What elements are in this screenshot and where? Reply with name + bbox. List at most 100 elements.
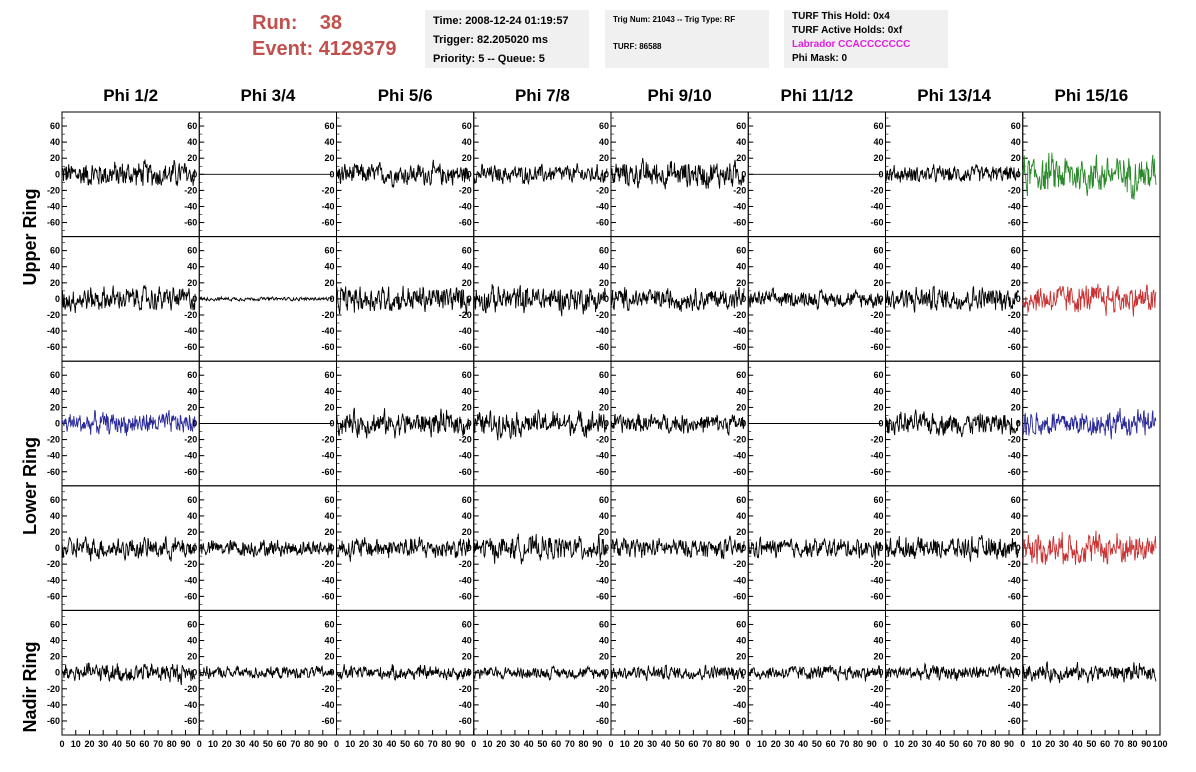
x-tick-label: 80 [167,739,177,749]
y-tick-label: -40 [596,201,609,211]
y-tick-label: 20 [187,527,197,537]
y-tick-label: 20 [1011,527,1021,537]
y-tick-label: 60 [736,619,746,629]
y-tick-label: 40 [736,262,746,272]
y-tick-label: 0 [329,668,334,678]
y-tick-label: 20 [599,153,609,163]
y-tick-label: 20 [873,652,883,662]
waveform-trace [885,409,1020,438]
y-tick-label: -60 [1008,716,1021,726]
y-tick-label: 60 [1011,495,1021,505]
y-tick-label: -60 [321,218,334,228]
y-tick-label: -40 [1008,201,1021,211]
y-tick-label: 20 [873,402,883,412]
y-tick-label: -40 [1008,326,1021,336]
x-tick-label: 60 [414,739,424,749]
x-tick-label: 30 [922,739,932,749]
y-tick-label: -40 [733,700,746,710]
y-tick-label: 0 [741,543,746,553]
y-tick-label: 60 [599,495,609,505]
x-tick-label: 90 [1141,739,1151,749]
y-tick-label: -40 [459,575,472,585]
column-header: Phi 5/6 [377,86,433,105]
y-tick-label: -60 [459,342,472,352]
x-tick-label: 80 [304,739,314,749]
y-tick-label: 60 [1011,370,1021,380]
x-tick-label: 80 [579,739,589,749]
y-tick-label: 60 [50,121,60,131]
y-tick-label: -60 [870,716,883,726]
y-tick-label: -60 [47,218,60,228]
x-tick-label: 20 [771,739,781,749]
y-tick-label: 40 [324,386,334,396]
waveform-trace [610,158,745,190]
y-tick-label: -20 [459,684,472,694]
x-tick-label: 90 [455,739,465,749]
y-tick-label: -60 [870,342,883,352]
y-tick-label: 60 [873,370,883,380]
y-tick-label: 0 [878,294,883,304]
x-tick-label: 50 [675,739,685,749]
x-tick-label: 40 [1073,739,1083,749]
y-tick-label: 0 [192,668,197,678]
y-tick-label: 60 [1011,121,1021,131]
y-tick-label: -20 [870,684,883,694]
y-tick-label: 0 [878,419,883,429]
y-tick-label: 0 [329,543,334,553]
y-tick-label: -40 [459,201,472,211]
y-tick-label: -60 [733,342,746,352]
waveform-trace [885,535,1020,562]
x-tick-label: 100 [1152,739,1167,749]
x-tick-label: 40 [798,739,808,749]
y-tick-label: 20 [1011,402,1021,412]
y-tick-label: -20 [184,310,197,320]
y-tick-label: -20 [870,185,883,195]
x-tick-label: 40 [386,739,396,749]
y-tick-label: 0 [741,169,746,179]
y-tick-label: 20 [736,527,746,537]
x-tick-label: 10 [208,739,218,749]
y-tick-label: -20 [870,435,883,445]
turf-text: TURF: 86588 [613,42,662,51]
x-tick-label: 20 [84,739,94,749]
y-tick-label: 20 [462,652,472,662]
y-tick-label: 60 [187,619,197,629]
y-tick-label: 40 [873,262,883,272]
y-tick-label: 20 [50,153,60,163]
y-tick-label: 40 [736,636,746,646]
y-tick-label: -20 [47,185,60,195]
waveform-trace [610,535,745,560]
y-tick-label: 0 [604,169,609,179]
y-tick-label: -20 [596,310,609,320]
y-tick-label: 40 [187,511,197,521]
y-tick-label: -40 [870,326,883,336]
y-tick-label: 20 [324,527,334,537]
y-tick-label: 0 [1016,668,1021,678]
y-tick-label: -60 [1008,467,1021,477]
y-tick-label: -20 [733,310,746,320]
y-tick-label: -40 [870,201,883,211]
y-tick-label: -60 [596,218,609,228]
y-tick-label: -60 [733,591,746,601]
y-tick-label: -60 [184,716,197,726]
x-tick-label: 10 [894,739,904,749]
y-tick-label: -60 [47,467,60,477]
trig-num-text: Trig Num: 21043 -- Trig Type: RF [613,15,736,24]
y-tick-label: 20 [50,527,60,537]
x-tick-label: 50 [812,739,822,749]
x-tick-label: 10 [620,739,630,749]
y-tick-label: -60 [870,591,883,601]
y-tick-label: 60 [187,495,197,505]
x-tick-label: 40 [112,739,122,749]
event-label: Event: [252,38,314,60]
x-tick-label: 0 [746,739,751,749]
y-tick-label: 40 [50,137,60,147]
y-tick-label: 20 [462,527,472,537]
y-tick-label: 0 [329,419,334,429]
x-tick-label: 0 [59,739,64,749]
waveform-trace [1022,661,1157,684]
y-tick-label: 0 [55,543,60,553]
y-tick-label: 20 [599,278,609,288]
y-tick-label: 0 [604,668,609,678]
y-tick-label: 40 [599,386,609,396]
